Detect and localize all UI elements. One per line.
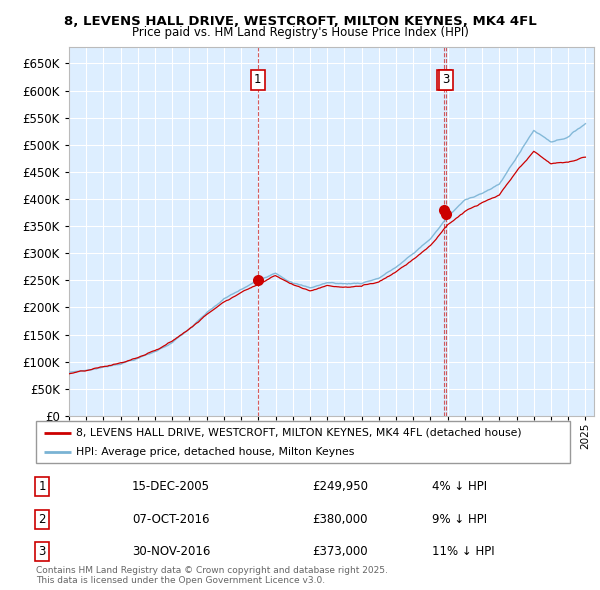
Text: 2: 2 bbox=[38, 513, 46, 526]
Text: £249,950: £249,950 bbox=[312, 480, 368, 493]
Text: 11% ↓ HPI: 11% ↓ HPI bbox=[432, 545, 494, 558]
Text: Price paid vs. HM Land Registry's House Price Index (HPI): Price paid vs. HM Land Registry's House … bbox=[131, 26, 469, 39]
Text: 07-OCT-2016: 07-OCT-2016 bbox=[132, 513, 209, 526]
Text: 3: 3 bbox=[38, 545, 46, 558]
Text: 15-DEC-2005: 15-DEC-2005 bbox=[132, 480, 210, 493]
FancyBboxPatch shape bbox=[36, 421, 570, 463]
Text: 8, LEVENS HALL DRIVE, WESTCROFT, MILTON KEYNES, MK4 4FL: 8, LEVENS HALL DRIVE, WESTCROFT, MILTON … bbox=[64, 15, 536, 28]
Text: 2: 2 bbox=[440, 73, 448, 86]
Text: 4% ↓ HPI: 4% ↓ HPI bbox=[432, 480, 487, 493]
Text: HPI: Average price, detached house, Milton Keynes: HPI: Average price, detached house, Milt… bbox=[76, 447, 355, 457]
Text: 3: 3 bbox=[443, 73, 450, 86]
Text: 1: 1 bbox=[38, 480, 46, 493]
Text: 8, LEVENS HALL DRIVE, WESTCROFT, MILTON KEYNES, MK4 4FL (detached house): 8, LEVENS HALL DRIVE, WESTCROFT, MILTON … bbox=[76, 428, 521, 438]
Text: Contains HM Land Registry data © Crown copyright and database right 2025.
This d: Contains HM Land Registry data © Crown c… bbox=[36, 566, 388, 585]
Text: £380,000: £380,000 bbox=[312, 513, 367, 526]
Text: 1: 1 bbox=[254, 73, 262, 86]
Text: 30-NOV-2016: 30-NOV-2016 bbox=[132, 545, 211, 558]
Text: £373,000: £373,000 bbox=[312, 545, 368, 558]
Text: 9% ↓ HPI: 9% ↓ HPI bbox=[432, 513, 487, 526]
